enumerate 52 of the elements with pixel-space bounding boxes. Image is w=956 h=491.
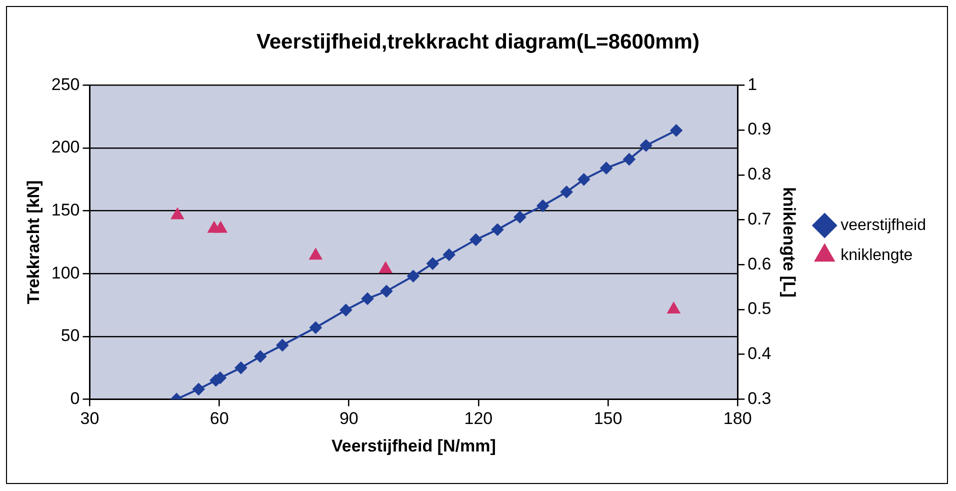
y-tick-label: 150 xyxy=(51,200,80,220)
x-tick-label: 60 xyxy=(210,409,229,428)
point xyxy=(192,383,205,396)
point xyxy=(640,139,652,152)
y-axis-title: Trekkracht [kN] xyxy=(24,180,43,304)
point xyxy=(470,234,482,246)
y-tick-label: 250 xyxy=(51,74,80,94)
point xyxy=(340,304,352,316)
x-tick-label: 90 xyxy=(339,409,358,428)
y2-tick-label: 0.8 xyxy=(748,164,772,184)
x-axis-title: Veerstijfheid [N/mm] xyxy=(331,436,496,456)
point xyxy=(379,262,392,274)
y2-tick-label: 0.5 xyxy=(748,299,772,318)
y2-axis-title: kniklengte [L] xyxy=(780,186,799,298)
y-tick-label: 100 xyxy=(51,263,80,282)
point xyxy=(170,208,184,220)
point xyxy=(578,173,590,186)
x-tick-label: 180 xyxy=(723,409,752,428)
point xyxy=(254,350,266,362)
point xyxy=(623,153,636,166)
y-tick-label: 200 xyxy=(51,138,80,157)
x-tick-label: 150 xyxy=(594,409,622,428)
point xyxy=(361,292,374,305)
point xyxy=(600,162,612,174)
point xyxy=(214,221,228,233)
point xyxy=(536,200,549,212)
y-tick-label: 50 xyxy=(60,326,80,346)
point xyxy=(309,248,322,260)
y2-tick-label: 0.7 xyxy=(748,209,772,228)
x-tick-label: 120 xyxy=(464,409,493,428)
y2-tick-label: 0.4 xyxy=(748,344,772,364)
y2-tick-label: 1 xyxy=(748,74,758,94)
point xyxy=(380,285,392,298)
chart-title: Veerstijfheid,trekkracht diagram(L=8600mm) xyxy=(256,30,700,54)
point xyxy=(276,339,288,352)
point xyxy=(443,248,456,261)
point xyxy=(407,270,420,282)
x-tick-label: 30 xyxy=(80,409,100,428)
point xyxy=(491,224,504,236)
y2-tick-label: 0.9 xyxy=(748,120,772,139)
y2-tick-label: 0.6 xyxy=(748,254,772,274)
point xyxy=(670,124,682,136)
y-tick-label: 0 xyxy=(70,388,80,408)
y2-tick-label: 0.3 xyxy=(748,388,772,408)
point xyxy=(514,211,526,224)
point xyxy=(234,362,247,374)
point xyxy=(426,258,439,270)
point xyxy=(310,322,322,334)
legend-label: kniklengte xyxy=(840,246,913,264)
point xyxy=(667,302,680,314)
legend-label: veerstijfheid xyxy=(840,216,926,234)
point xyxy=(560,186,573,198)
